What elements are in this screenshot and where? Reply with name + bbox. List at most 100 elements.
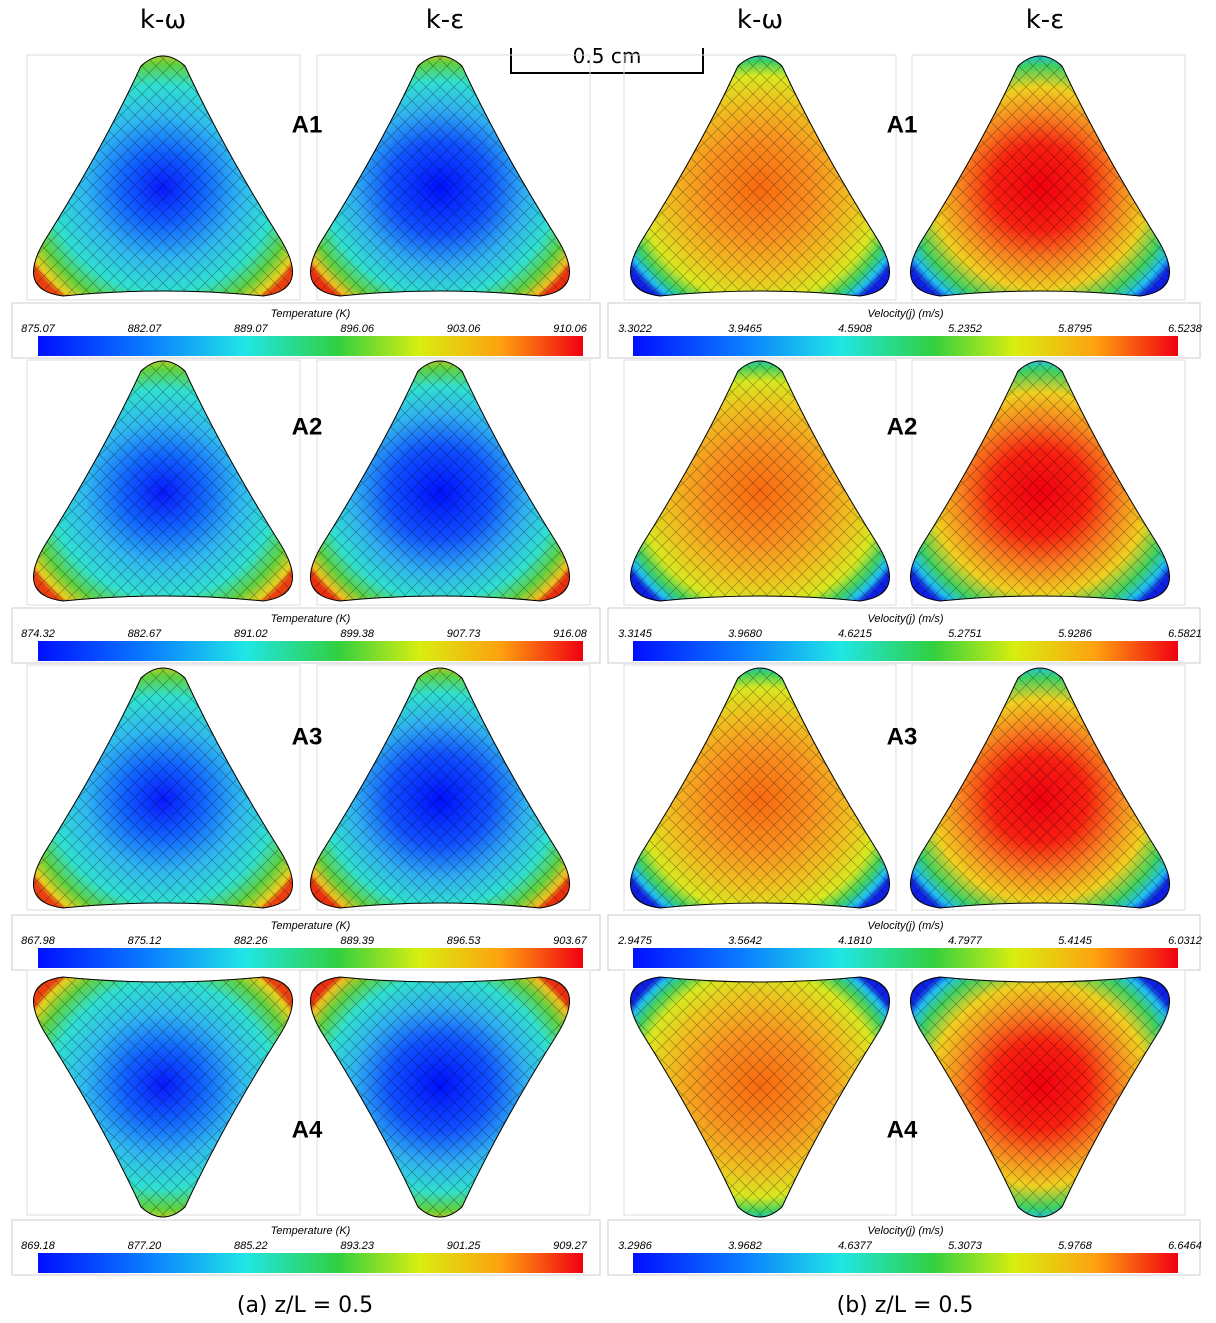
colorbar-tick-label: 3.9465 (728, 323, 763, 335)
panel-frame (316, 359, 591, 606)
colorbar-tick-label: 882.26 (234, 935, 269, 947)
colorbar-tick-label: 5.2751 (948, 628, 982, 640)
row-label: A3 (292, 723, 323, 750)
row-label: A1 (887, 111, 918, 138)
contour-plot (32, 667, 294, 909)
contour-plot (909, 360, 1171, 602)
colorbar-tick-label: 5.3073 (948, 1240, 983, 1252)
colorbar (38, 1253, 583, 1273)
colorbar-tick-label: 910.06 (553, 323, 588, 335)
colorbar-tick-label: 869.18 (21, 1240, 56, 1252)
contour-shape (310, 977, 570, 1217)
colorbar-tick-label: 874.32 (21, 628, 55, 640)
contour-plot (629, 976, 891, 1218)
column-header: k-ω (737, 5, 783, 35)
contour-plot (629, 667, 891, 909)
panel-frame (26, 54, 301, 301)
panel-frame (911, 664, 1186, 911)
panel-frame (316, 969, 591, 1216)
colorbar-tick-label: 907.73 (447, 628, 482, 640)
contour-plot (309, 360, 571, 602)
contour-shape (310, 56, 570, 296)
contour-shape (630, 668, 890, 908)
colorbar-tick-label: 4.7977 (948, 935, 983, 947)
colorbar (38, 336, 583, 356)
row-label: A4 (292, 1116, 323, 1143)
contour-plot (32, 55, 294, 297)
caption: (b) z/L = 0.5 (837, 1293, 974, 1318)
row-label: A2 (292, 413, 323, 440)
colorbar-tick-label: 3.9680 (728, 628, 763, 640)
colorbar-tick-label: 5.4145 (1058, 935, 1093, 947)
colorbar-tick-label: 4.1810 (838, 935, 873, 947)
contour-shape (310, 668, 570, 908)
colorbar-tick-label: 916.08 (553, 628, 588, 640)
colorbar-tick-label: 875.07 (21, 323, 56, 335)
colorbar-tick-label: 5.8795 (1058, 323, 1093, 335)
colorbar (633, 1253, 1178, 1273)
contour-shape (33, 977, 293, 1217)
colorbar-tick-label: 885.22 (234, 1240, 268, 1252)
colorbar-title: Temperature (K) (271, 613, 351, 625)
colorbar-tick-label: 889.39 (340, 935, 374, 947)
scale-bar-label: 0.5 cm (573, 44, 642, 68)
colorbar (633, 336, 1178, 356)
colorbar-title: Temperature (K) (271, 1225, 351, 1237)
contour-plot (32, 360, 294, 602)
colorbar-tick-label: 882.07 (128, 323, 163, 335)
colorbar-title: Temperature (K) (271, 920, 351, 932)
contour-plot (909, 667, 1171, 909)
column-header: k-ω (140, 5, 186, 35)
panel-frame (623, 54, 897, 301)
colorbar-tick-label: 896.06 (340, 323, 375, 335)
colorbar-title: Velocity(j) (m/s) (868, 613, 944, 625)
contour-shape (910, 668, 1170, 908)
colorbar-tick-label: 6.6464 (1168, 1240, 1202, 1252)
contour-shape (33, 668, 293, 908)
row-label: A4 (887, 1116, 918, 1143)
contour-plot (309, 55, 571, 297)
colorbar-tick-label: 882.67 (128, 628, 163, 640)
colorbar-title: Velocity(j) (m/s) (868, 308, 944, 320)
colorbar-tick-label: 3.2986 (618, 1240, 653, 1252)
contour-shape (310, 361, 570, 601)
colorbar-tick-label: 5.2352 (948, 323, 982, 335)
colorbar-title: Velocity(j) (m/s) (868, 920, 944, 932)
row-label: A1 (292, 111, 323, 138)
column-header: k-ε (426, 5, 465, 35)
colorbar-tick-label: 903.06 (447, 323, 482, 335)
contour-shape (33, 56, 293, 296)
colorbar-title: Temperature (K) (271, 308, 351, 320)
panel-frame (911, 54, 1186, 301)
row-label: A2 (887, 413, 918, 440)
colorbar-tick-label: 3.5642 (728, 935, 762, 947)
colorbar-tick-label: 903.67 (553, 935, 588, 947)
colorbar-tick-label: 5.9286 (1058, 628, 1093, 640)
contour-plot (909, 55, 1171, 297)
caption: (a) z/L = 0.5 (237, 1293, 373, 1318)
contour-plot (309, 976, 571, 1218)
row-label: A3 (887, 723, 918, 750)
colorbar (633, 641, 1178, 661)
contour-plot (32, 976, 294, 1218)
contour-shape (910, 361, 1170, 601)
colorbar-tick-label: 896.53 (447, 935, 482, 947)
contour-plot (309, 667, 571, 909)
contour-shape (33, 361, 293, 601)
colorbar-tick-label: 901.25 (447, 1240, 482, 1252)
contour-shape (630, 977, 890, 1217)
colorbar (633, 948, 1178, 968)
panel-frame (316, 54, 591, 301)
colorbar-tick-label: 899.38 (340, 628, 375, 640)
colorbar-tick-label: 877.20 (128, 1240, 163, 1252)
colorbar-tick-label: 875.12 (128, 935, 162, 947)
colorbar-tick-label: 3.9682 (728, 1240, 762, 1252)
colorbar (38, 641, 583, 661)
contour-shape (910, 56, 1170, 296)
panel-frame (26, 359, 301, 606)
colorbar-tick-label: 867.98 (21, 935, 56, 947)
panel-frame (26, 664, 301, 911)
panel-frame (316, 664, 591, 911)
colorbar-tick-label: 6.0312 (1168, 935, 1202, 947)
colorbar-tick-label: 6.5821 (1168, 628, 1202, 640)
